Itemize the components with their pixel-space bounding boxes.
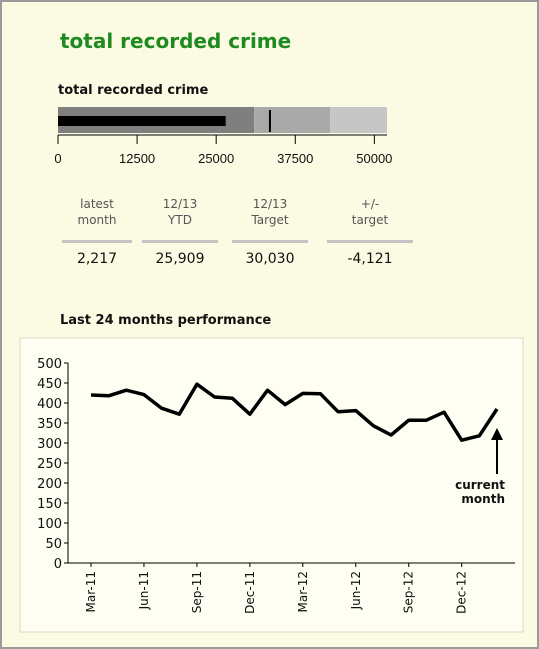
bullet-tick-label: 25000 [198, 151, 234, 166]
x-tick-label: Mar-12 [296, 571, 310, 612]
annotation: current [455, 478, 505, 492]
table-value: 25,909 [156, 251, 205, 267]
x-tick-label: Dec-11 [243, 571, 257, 614]
x-tick-label: Dec-12 [455, 571, 469, 614]
header-rule [62, 240, 132, 243]
y-tick-label: 300 [37, 437, 62, 452]
table-header: +/- [361, 197, 379, 211]
bullet-range [254, 107, 331, 133]
bullet-tick-label: 37500 [277, 151, 313, 166]
table-header: 12/13 [163, 197, 198, 211]
y-tick-label: 0 [54, 557, 62, 572]
y-tick-label: 450 [37, 377, 62, 392]
x-tick-label: Jun-12 [349, 571, 363, 610]
table-header: target [352, 213, 389, 227]
bullet-tick-label: 0 [54, 151, 61, 166]
table-header: YTD [167, 213, 192, 227]
bullet-range [330, 107, 387, 133]
bullet-tick-label: 50000 [356, 151, 392, 166]
x-tick-label: Jun-11 [137, 571, 151, 610]
bullet-tick-label: 12500 [119, 151, 155, 166]
y-tick-label: 500 [37, 357, 62, 372]
table-header: Target [250, 213, 288, 227]
y-tick-label: 250 [37, 457, 62, 472]
table-header: 12/13 [253, 197, 288, 211]
table-value: 30,030 [246, 251, 295, 267]
annotation: month [461, 492, 505, 506]
y-tick-label: 50 [45, 537, 62, 552]
y-tick-label: 200 [37, 477, 62, 492]
header-rule [142, 240, 218, 243]
series-line [90, 382, 499, 442]
header-rule [232, 240, 308, 243]
bullet-title: total recorded crime [58, 83, 208, 98]
table-value: -4,121 [347, 251, 392, 267]
x-tick-label: Sep-12 [402, 571, 416, 613]
y-tick-label: 100 [37, 517, 62, 532]
chart-title: Last 24 months performance [60, 313, 271, 328]
table-value: 2,217 [77, 251, 117, 267]
arrow-head [491, 428, 503, 440]
table-header: month [78, 213, 117, 227]
y-tick-label: 350 [37, 417, 62, 432]
x-tick-label: Mar-11 [84, 571, 98, 612]
table-header: latest [80, 197, 114, 211]
chart-panel [19, 337, 524, 633]
page-title: total recorded crime [60, 29, 291, 53]
bullet-measure [58, 116, 226, 126]
header-rule [327, 240, 413, 243]
y-tick-label: 400 [37, 397, 62, 412]
x-tick-label: Sep-11 [190, 571, 204, 613]
y-tick-label: 150 [37, 497, 62, 512]
